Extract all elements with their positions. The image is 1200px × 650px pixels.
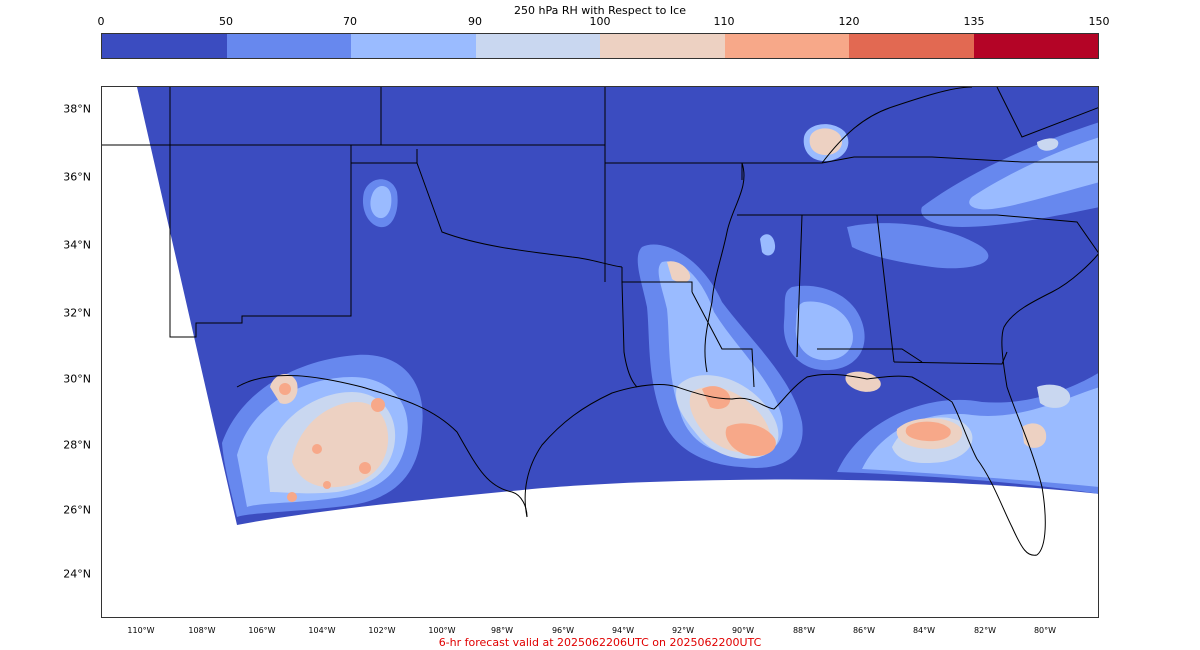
state-border	[996, 87, 1098, 138]
rh-contour-110-120	[323, 481, 331, 489]
state-border	[621, 281, 638, 388]
map-panel	[101, 86, 1099, 618]
rh-contour-90-100	[1037, 138, 1059, 151]
colorbar-segment-100-110	[600, 34, 725, 58]
colorbar-tick-label: 135	[963, 15, 985, 28]
state-border	[416, 162, 623, 268]
colorbar-tick-label: 120	[838, 15, 860, 28]
colorbar-title: 250 hPa RH with Respect to Ice	[514, 4, 686, 17]
rh-contour-110-120	[312, 444, 322, 454]
state-border	[704, 162, 745, 373]
colorbar-segment-90-100	[475, 34, 600, 58]
longitude-label: 100°W	[428, 626, 456, 635]
longitude-label: 90°W	[731, 626, 755, 635]
latitude-label: 36°N	[63, 170, 91, 184]
rh-contour-110-120	[371, 398, 385, 412]
rh-contour-70-90	[795, 301, 853, 361]
longitude-label: 110°W	[127, 626, 155, 635]
colorbar-tick-label: 50	[219, 15, 233, 28]
colorbar-tick-label: 70	[343, 15, 357, 28]
longitude-label: 104°W	[308, 626, 336, 635]
colorbar-tick-label: 90	[468, 15, 482, 28]
boundary-lines	[102, 87, 1098, 556]
rh-contour-110-120	[905, 421, 951, 442]
longitude-label: 96°W	[551, 626, 575, 635]
latitude-label: 34°N	[63, 238, 91, 252]
state-border	[996, 214, 1098, 254]
colorbar-tick-label: 0	[97, 15, 105, 28]
us-mexico-border	[102, 144, 418, 338]
state-border	[821, 87, 973, 164]
colorbar-tick-label: 110	[713, 15, 735, 28]
longitude-label: 92°W	[671, 626, 695, 635]
state-border	[817, 348, 923, 363]
colorbar-segment-110-120	[724, 34, 849, 58]
state-border	[169, 87, 352, 163]
rh-contour-100-110	[667, 261, 691, 283]
coastline	[524, 373, 1038, 556]
rh-contour-70-90	[969, 137, 1098, 210]
colorbar-tick-label: 100	[589, 15, 611, 28]
longitude-label: 98°W	[490, 626, 514, 635]
map-canvas	[102, 87, 1098, 556]
latitude-label: 24°N	[63, 567, 91, 581]
rh-contour-70-90	[760, 234, 776, 256]
rh-contour-100-110	[809, 128, 843, 155]
latitude-label: 32°N	[63, 306, 91, 320]
colorbar-segment-70-90	[351, 34, 476, 58]
rh-contour-110-120	[359, 462, 371, 474]
latitude-label: 30°N	[63, 372, 91, 386]
coastline	[1001, 253, 1098, 556]
rh-contour-110-120	[287, 492, 297, 502]
longitude-label: 106°W	[248, 626, 276, 635]
colorbar-segment-120-135	[849, 34, 974, 58]
latitude-label: 28°N	[63, 438, 91, 452]
state-border	[621, 267, 693, 292]
state-border	[691, 291, 755, 388]
longitude-label: 82°W	[973, 626, 997, 635]
colorbar	[101, 33, 1099, 59]
rh-contour-110-120	[725, 423, 776, 457]
latitude-label: 26°N	[63, 503, 91, 517]
longitude-label: 84°W	[912, 626, 936, 635]
rh-contour-90-100	[1037, 384, 1071, 408]
colorbar-tick-label: 150	[1088, 15, 1110, 28]
longitude-label: 102°W	[368, 626, 396, 635]
latitude-label: 38°N	[63, 102, 91, 116]
state-border	[893, 351, 1008, 365]
state-border	[742, 156, 1098, 164]
longitude-label: 94°W	[611, 626, 635, 635]
longitude-label: 88°W	[792, 626, 816, 635]
colorbar-segment-0-50	[102, 34, 227, 58]
longitude-label: 86°W	[852, 626, 876, 635]
colorbar-segment-50-70	[226, 34, 351, 58]
coastline	[236, 374, 528, 518]
forecast-caption: 6-hr forecast valid at 2025062206UTC on …	[438, 636, 762, 649]
longitude-label: 80°W	[1033, 626, 1057, 635]
longitude-label: 108°W	[188, 626, 216, 635]
colorbar-segment-135-150	[973, 34, 1098, 58]
rh-contour-110-120	[279, 383, 291, 395]
rh-contour-70-90	[370, 186, 392, 219]
